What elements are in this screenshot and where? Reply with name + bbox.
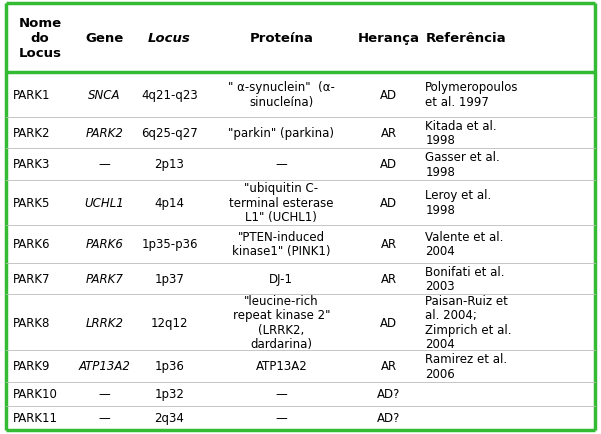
Text: "leucine-rich
repeat kinase 2"
(LRRK2,
dardarina): "leucine-rich repeat kinase 2" (LRRK2, d… xyxy=(233,294,330,351)
Text: PARK9: PARK9 xyxy=(13,360,50,373)
Text: AR: AR xyxy=(381,272,397,285)
Text: 2p13: 2p13 xyxy=(154,158,185,171)
Text: 4q21-q23: 4q21-q23 xyxy=(141,89,198,102)
Text: Leroy et al.
1998: Leroy et al. 1998 xyxy=(426,189,492,217)
Text: AD: AD xyxy=(380,158,397,171)
Text: Paisan-Ruiz et
al. 2004;
Zimprich et al.
2004: Paisan-Ruiz et al. 2004; Zimprich et al.… xyxy=(426,294,512,351)
Text: PARK8: PARK8 xyxy=(13,316,50,329)
Text: 4p14: 4p14 xyxy=(154,196,185,209)
Text: PARK3: PARK3 xyxy=(13,158,50,171)
Text: PARK6: PARK6 xyxy=(13,238,50,251)
Text: PARK7: PARK7 xyxy=(13,272,50,285)
Text: PARK5: PARK5 xyxy=(13,196,50,209)
Text: 1p35-p36: 1p35-p36 xyxy=(141,238,198,251)
Text: "ubiquitin C-
terminal esterase
L1" (UCHL1): "ubiquitin C- terminal esterase L1" (UCH… xyxy=(229,182,334,224)
Text: Proteína: Proteína xyxy=(249,32,313,45)
Text: Bonifati et al.
2003: Bonifati et al. 2003 xyxy=(426,265,505,293)
Text: Referência: Referência xyxy=(426,32,506,45)
Text: —: — xyxy=(99,158,111,171)
Text: —: — xyxy=(99,387,111,400)
Text: PARK2: PARK2 xyxy=(13,127,50,140)
Text: 2q34: 2q34 xyxy=(154,411,185,424)
Text: ATP13A2: ATP13A2 xyxy=(79,360,130,373)
Text: 6q25-q27: 6q25-q27 xyxy=(141,127,198,140)
Text: AR: AR xyxy=(381,127,397,140)
Text: "parkin" (parkina): "parkin" (parkina) xyxy=(228,127,334,140)
Text: PARK11: PARK11 xyxy=(13,411,58,424)
Text: Kitada et al.
1998: Kitada et al. 1998 xyxy=(426,119,497,147)
Text: 1p36: 1p36 xyxy=(154,360,185,373)
Text: AD?: AD? xyxy=(377,387,400,400)
Text: 1p32: 1p32 xyxy=(154,387,185,400)
Text: "PTEN-induced
kinase1" (PINK1): "PTEN-induced kinase1" (PINK1) xyxy=(232,230,331,258)
Text: —: — xyxy=(275,411,287,424)
Text: UCHL1: UCHL1 xyxy=(85,196,124,209)
Text: 12q12: 12q12 xyxy=(151,316,188,329)
Text: 1p37: 1p37 xyxy=(154,272,185,285)
Text: Nome
do
Locus: Nome do Locus xyxy=(18,17,61,60)
Text: PARK7: PARK7 xyxy=(86,272,124,285)
Text: PARK1: PARK1 xyxy=(13,89,50,102)
Text: Locus: Locus xyxy=(148,32,191,45)
Text: PARK6: PARK6 xyxy=(86,238,124,251)
Text: AR: AR xyxy=(381,360,397,373)
Text: PARK2: PARK2 xyxy=(86,127,124,140)
Text: SNCA: SNCA xyxy=(88,89,121,102)
Text: AR: AR xyxy=(381,238,397,251)
Text: Gasser et al.
1998: Gasser et al. 1998 xyxy=(426,151,500,178)
Text: Ramirez et al.
2006: Ramirez et al. 2006 xyxy=(426,352,507,380)
Text: AD?: AD? xyxy=(377,411,400,424)
Text: —: — xyxy=(99,411,111,424)
Text: AD: AD xyxy=(380,89,397,102)
Text: —: — xyxy=(275,387,287,400)
Text: AD: AD xyxy=(380,196,397,209)
Text: ATP13A2: ATP13A2 xyxy=(255,360,307,373)
Text: Herança: Herança xyxy=(358,32,420,45)
Text: Gene: Gene xyxy=(85,32,124,45)
Text: " α-synuclein"  (α-
sinucleína): " α-synuclein" (α- sinucleína) xyxy=(228,81,335,109)
Text: —: — xyxy=(275,158,287,171)
Text: Polymeropoulos
et al. 1997: Polymeropoulos et al. 1997 xyxy=(426,81,519,109)
Text: AD: AD xyxy=(380,316,397,329)
Text: DJ-1: DJ-1 xyxy=(269,272,293,285)
Text: LRRK2: LRRK2 xyxy=(86,316,124,329)
Text: PARK10: PARK10 xyxy=(13,387,58,400)
Text: Valente et al.
2004: Valente et al. 2004 xyxy=(426,230,504,258)
